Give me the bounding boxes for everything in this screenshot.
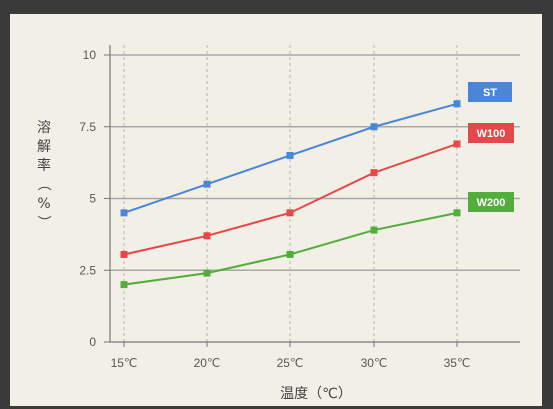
legend-label: W100 <box>477 128 506 140</box>
y-tick-label: 10 <box>83 48 97 62</box>
y-tick-label: 7.5 <box>79 120 96 134</box>
data-point <box>370 169 378 177</box>
legend-item-w200: W200 <box>468 192 514 212</box>
y-axis-title-char: 解 <box>37 139 51 155</box>
series-w200 <box>120 209 461 289</box>
data-point <box>203 180 211 188</box>
y-axis-title-char: ） <box>35 215 51 229</box>
grid <box>110 45 520 342</box>
x-tick-label: 15℃ <box>111 356 138 370</box>
series-w100 <box>120 140 461 258</box>
legend-label: ST <box>483 87 497 99</box>
legend-item-w100: W100 <box>468 123 514 143</box>
y-tick-label: 0 <box>89 335 96 349</box>
x-tick-label: 30℃ <box>361 356 388 370</box>
series-layer <box>120 100 461 289</box>
data-point <box>286 209 294 217</box>
data-point <box>453 209 461 217</box>
data-point <box>120 250 128 258</box>
y-axis-title-char: % <box>37 196 50 212</box>
y-axis-title-char: 率 <box>37 157 51 174</box>
axes <box>104 45 520 347</box>
data-point <box>453 100 461 108</box>
data-point <box>286 250 294 258</box>
data-point <box>120 281 128 289</box>
panel-background <box>10 14 542 406</box>
x-tick-label: 20℃ <box>194 356 221 370</box>
y-tick-label: 5 <box>89 192 96 206</box>
legend-label: W200 <box>477 197 506 209</box>
x-axis-title: 温度（℃） <box>280 386 352 402</box>
data-point <box>370 226 378 234</box>
data-point <box>453 140 461 148</box>
y-axis-title-char: （ <box>35 177 51 191</box>
data-point <box>370 123 378 131</box>
legend-swatch <box>468 192 514 212</box>
legend-swatch <box>468 123 514 143</box>
data-point <box>120 209 128 217</box>
data-point <box>203 232 211 240</box>
legend: ST W100 W200 <box>468 82 514 212</box>
axis-labels: 0 2.5 5 7.5 10 15℃ 20℃ 25℃ 30℃ 35℃ 温度（℃） 溶解率 （% ） <box>35 48 470 402</box>
y-tick-label: 2.5 <box>79 263 96 277</box>
data-point <box>286 151 294 159</box>
series-st <box>120 100 461 217</box>
legend-item-st: ST <box>468 82 512 102</box>
x-tick-label: 25℃ <box>277 356 304 370</box>
legend-swatch <box>468 82 512 102</box>
y-axis-title-char: 溶 <box>37 120 51 136</box>
data-point <box>203 269 211 277</box>
x-tick-label: 35℃ <box>444 356 471 370</box>
